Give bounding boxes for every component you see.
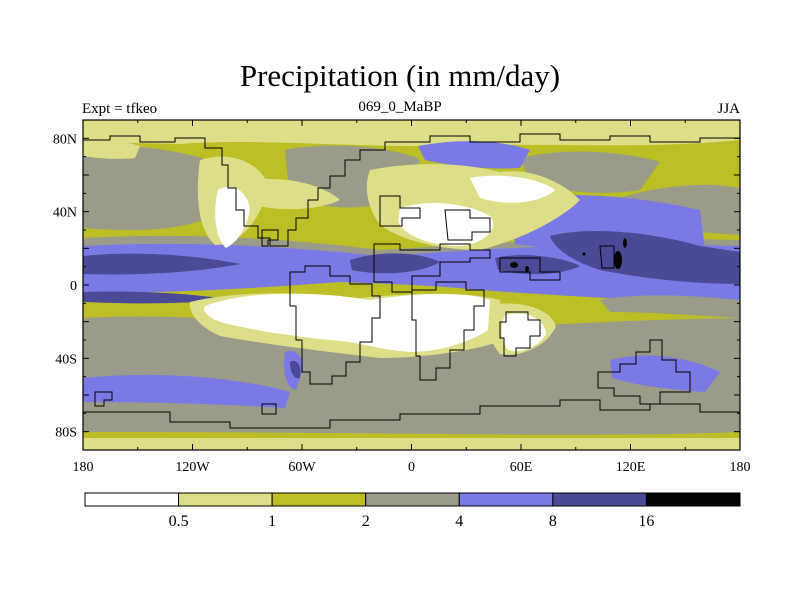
coastline-island — [599, 245, 615, 269]
x-tick-label: 60E — [510, 460, 533, 475]
colorbar-label: 4 — [455, 513, 463, 530]
colorbar-label: 2 — [362, 513, 370, 530]
y-tick-label: 80S — [55, 426, 77, 441]
precip-band-darkblue — [290, 360, 301, 379]
precip-band-white — [501, 313, 546, 352]
precip-band-black — [525, 266, 529, 272]
colorbar-labels: 0.5 1 2 4 8 16 — [169, 513, 655, 530]
x-tick-label: 0 — [408, 460, 415, 475]
coastline-africa — [411, 281, 485, 381]
x-tick-label: 120W — [175, 460, 210, 475]
y-tick-label: 40S — [55, 352, 77, 367]
colorbar-swatch — [645, 492, 741, 507]
coastline-island — [261, 403, 277, 415]
coastlines — [83, 133, 740, 429]
coastline-india — [499, 257, 561, 281]
y-tick-label: 40N — [53, 206, 77, 221]
y-tick-labels: 80N 40N 0 40S 80S — [53, 132, 77, 440]
precip-band-darkblue — [350, 253, 440, 274]
y-tick-label: 80N — [53, 132, 77, 147]
precip-band-darkblue — [83, 291, 230, 304]
tick-marks — [82, 119, 741, 451]
map-title: Precipitation (in mm/day) — [239, 58, 561, 93]
precip-band-darkblue — [83, 253, 240, 275]
colorbar-swatch — [271, 492, 367, 507]
x-tick-label: 180 — [73, 460, 94, 475]
coastline-tethys — [373, 243, 491, 293]
precip-band-darkblue — [495, 255, 580, 275]
colorbar-swatch — [552, 492, 647, 507]
precip-band-black — [623, 238, 627, 248]
precip-band-black — [614, 251, 622, 269]
colorbar — [84, 492, 741, 507]
precip-band-white — [470, 175, 555, 203]
precip-band-blue — [610, 355, 720, 392]
coastline-south-america — [289, 265, 381, 385]
colorbar-label: 1 — [268, 513, 276, 530]
period-label: 069_0_MaBP — [358, 99, 442, 115]
x-tick-label: 60W — [288, 460, 316, 475]
precip-band-darkblue — [550, 231, 740, 284]
colorbar-label: 0.5 — [169, 513, 189, 530]
coastline-island — [444, 209, 491, 241]
colorbar-swatch — [84, 492, 180, 507]
colorbar-label: 8 — [549, 513, 557, 530]
colorbar-label: 16 — [638, 513, 654, 530]
x-tick-label: 120E — [616, 460, 646, 475]
coastline-north — [83, 133, 740, 247]
coastline-island — [94, 391, 113, 407]
precip-band-white — [215, 186, 250, 248]
x-tick-label: 180 — [730, 460, 751, 475]
experiment-label: Expt = tfkeo — [82, 101, 158, 117]
precip-band-white — [204, 293, 491, 352]
coastline-antarctica — [83, 399, 740, 429]
precip-band-black — [510, 262, 518, 268]
colorbar-swatch — [365, 492, 460, 507]
precip-band-light — [83, 139, 140, 159]
colorbar-swatch — [458, 492, 554, 507]
coastline-island — [379, 195, 421, 227]
coastline-australia — [597, 339, 691, 405]
x-tick-labels: 180 120W 60W 0 60E 120E 180 — [73, 460, 751, 475]
coastline-india-block — [499, 311, 541, 357]
precip-band-light — [250, 178, 340, 210]
precip-band-gray — [600, 295, 740, 318]
precip-band-gray — [83, 146, 215, 231]
coastline-island — [261, 229, 279, 247]
precip-band-black — [582, 252, 586, 256]
colorbar-swatch — [178, 492, 273, 507]
y-tick-label: 0 — [70, 279, 77, 294]
season-label: JJA — [717, 101, 740, 117]
precip-band-blue — [418, 141, 530, 169]
precip-band-blue — [83, 374, 290, 408]
precip-band-white — [398, 202, 494, 246]
